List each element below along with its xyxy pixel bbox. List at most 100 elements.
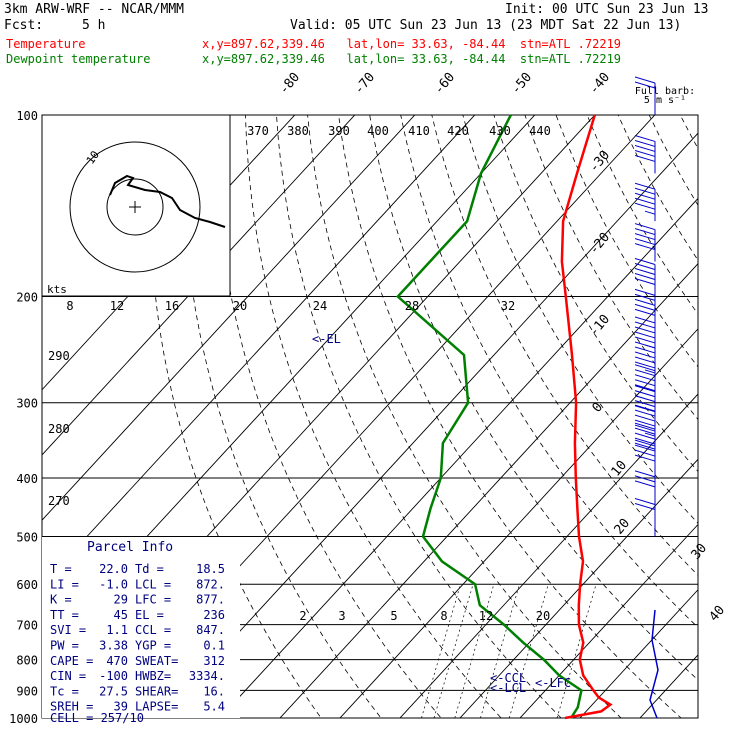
wind-barb-flag (634, 454, 656, 462)
parcel-info-value: 877. (196, 593, 225, 607)
ccl-marker: <-CCL (490, 671, 526, 685)
isotherm (459, 458, 698, 718)
parcel-info-value: 39 (114, 700, 128, 714)
wind-barb-flag (634, 502, 656, 510)
theta-label: 380 (287, 124, 309, 138)
wind-barb-flag (634, 326, 656, 334)
isotherm-label: -30 (587, 148, 614, 176)
parcel-info-key: CCL = (135, 623, 171, 637)
parcel-info-value: 3.38 (99, 639, 128, 653)
wind-barb-flag (634, 437, 656, 445)
parcel-info-key: LAPSE= (135, 700, 178, 714)
dry-adiabat (648, 115, 698, 206)
theta-label: 280 (48, 422, 70, 436)
wind-barb-flag (634, 144, 656, 152)
parcel-info-value: 16. (203, 684, 225, 698)
wind-barb-flag (634, 278, 656, 286)
wind-barb-flag (634, 442, 656, 450)
parcel-info-value: 27.5 (99, 684, 128, 698)
isotherm-label: 10 (609, 458, 631, 480)
isotherm-label: -40 (587, 70, 614, 98)
wind-barb-flag (634, 139, 656, 147)
dry-adiabat (524, 115, 698, 420)
wind-barb-half (644, 369, 656, 374)
hodograph-ring-label: 10 (84, 148, 102, 166)
wind-barb-flag (634, 432, 656, 440)
forecast-label: Fcst: (4, 18, 44, 33)
dry-adiabat (276, 115, 562, 718)
parcel-info-key: K = (50, 593, 72, 607)
parcel-info-key: SREH = (50, 700, 93, 714)
wind-barb-flag (634, 351, 656, 359)
isotherm (42, 115, 476, 587)
parcel-info-key: TT = (50, 608, 79, 622)
isotherm (579, 589, 698, 718)
wind-barb-flag (634, 470, 656, 478)
valid-time: Valid: 05 UTC Sun 23 Jun 13 (23 MDT Sat … (290, 18, 682, 33)
dry-adiabat (617, 115, 698, 261)
parcel-info-key: LI = (50, 577, 79, 591)
dewpoint-profile (396, 114, 583, 719)
isotherm-label: -60 (432, 70, 459, 98)
pressure-label: 700 (16, 619, 38, 633)
mixing-ratio-label: 20 (536, 609, 550, 623)
dry-adiabat (493, 115, 698, 473)
isotherm (399, 393, 698, 718)
hodograph-speed-label: 12 (110, 299, 124, 313)
wind-barb-flag (634, 341, 656, 349)
pressure-label: 200 (16, 291, 38, 305)
isotherm (42, 115, 416, 521)
wind-barb-flag (634, 149, 656, 157)
hodograph-speed-label: 8 (66, 299, 73, 313)
wind-barb-flag (634, 427, 656, 435)
pressure-label: 100 (16, 109, 38, 123)
isotherm-label: -70 (352, 70, 379, 98)
plot-frame (41, 114, 699, 719)
wind-barb-flag (634, 331, 656, 339)
wind-barb-flag (634, 134, 656, 142)
wind-barb-flag (634, 263, 656, 271)
theta-label: 390 (328, 124, 350, 138)
wind-barb-flag (634, 182, 656, 190)
wind-barb-flag (634, 419, 656, 427)
wind-barb-flag (634, 385, 656, 393)
dry-adiabat (369, 115, 698, 681)
low-wind-trace (649, 609, 659, 719)
pressure-label: 900 (16, 684, 38, 698)
parcel-info-key: T = (50, 562, 72, 576)
theta-label: 290 (48, 349, 70, 363)
wind-barb-flag (634, 346, 656, 354)
theta-label: 400 (367, 124, 389, 138)
isotherm-label: -80 (277, 70, 304, 98)
dry-adiabat (400, 115, 698, 628)
parcel-info-key: CIN = (50, 669, 86, 683)
theta-label: 430 (489, 124, 511, 138)
wind-barb-flag (634, 336, 656, 344)
wind-barb-flag (634, 444, 656, 452)
wind-barb-flag (634, 316, 656, 324)
wind-barb-flag (634, 390, 656, 398)
isotherm-label: 20 (612, 516, 634, 538)
parcel-info-value: -100 (99, 669, 128, 683)
isotherm-label: 30 (689, 541, 711, 563)
mixing-ratio-line (508, 584, 549, 718)
parcel-info-value: 1.1 (106, 623, 128, 637)
mixing-ratio-label: 3 (338, 609, 345, 623)
pressure-label: 800 (16, 654, 38, 668)
wind-barb-flag (634, 76, 656, 84)
wind-barb-flag (634, 197, 656, 205)
parcel-info-value: -1.0 (99, 577, 128, 591)
mixing-ratio-line (454, 584, 495, 718)
wind-barb-flag (634, 202, 656, 210)
wind-barb-half (644, 432, 656, 437)
dry-adiabat (245, 115, 502, 718)
theta-label: 410 (408, 124, 430, 138)
isotherm-label: -20 (587, 230, 614, 258)
lcl-marker: <-LCL (490, 681, 526, 695)
hodograph-speed-label: 24 (313, 299, 327, 313)
wind-key-units: 5 m s⁻¹ (644, 95, 686, 106)
parcel-info-key: Tc = (50, 684, 79, 698)
wind-barb-flag (634, 223, 656, 231)
parcel-info-key: EL = (135, 608, 164, 622)
